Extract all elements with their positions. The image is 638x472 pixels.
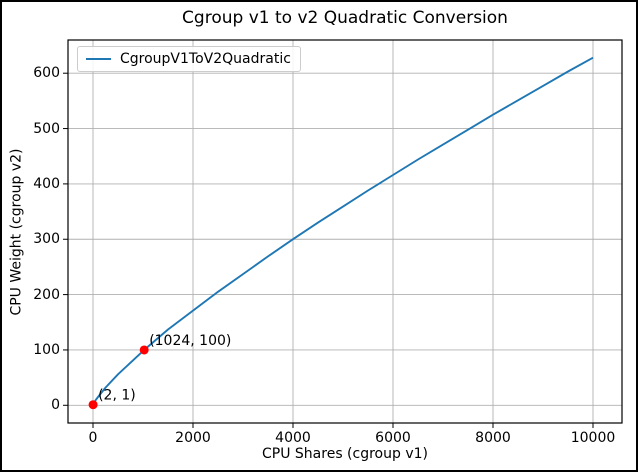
plot-border	[67, 39, 623, 424]
legend: CgroupV1ToV2Quadratic	[77, 46, 301, 72]
y-tick-label: 400	[33, 175, 60, 192]
x-tick-label: 10000	[570, 430, 616, 446]
y-axis-label: CPU Weight (cgroup v2)	[9, 147, 26, 316]
chart-title: Cgroup v1 to v2 Quadratic Conversion	[182, 8, 508, 28]
y-axis-label-box: CPU Weight (cgroup v2)	[2, 40, 32, 423]
y-tick-label: 500	[33, 120, 60, 137]
legend-line-sample-icon	[86, 58, 111, 60]
y-tick-label: 200	[33, 286, 60, 303]
legend-label: CgroupV1ToV2Quadratic	[120, 51, 291, 67]
y-tick-label: 600	[33, 65, 60, 82]
x-tick-label: 4000	[275, 430, 311, 446]
annotated-point	[88, 400, 98, 410]
y-tick-label: 100	[33, 341, 60, 358]
x-tick-label: 0	[88, 430, 98, 446]
series-line	[92, 56, 594, 406]
x-axis-label: CPU Shares (cgroup v1)	[262, 446, 428, 462]
x-tick-label: 2000	[175, 430, 211, 446]
y-tick-label: 300	[33, 231, 60, 248]
annotated-point	[139, 345, 149, 355]
x-tick-label: 6000	[375, 430, 411, 446]
x-tick-label: 8000	[475, 430, 511, 446]
point-annotation: (1024, 100)	[149, 333, 231, 349]
y-tick-label: 0	[51, 397, 60, 414]
point-annotation: (2, 1)	[98, 388, 136, 404]
